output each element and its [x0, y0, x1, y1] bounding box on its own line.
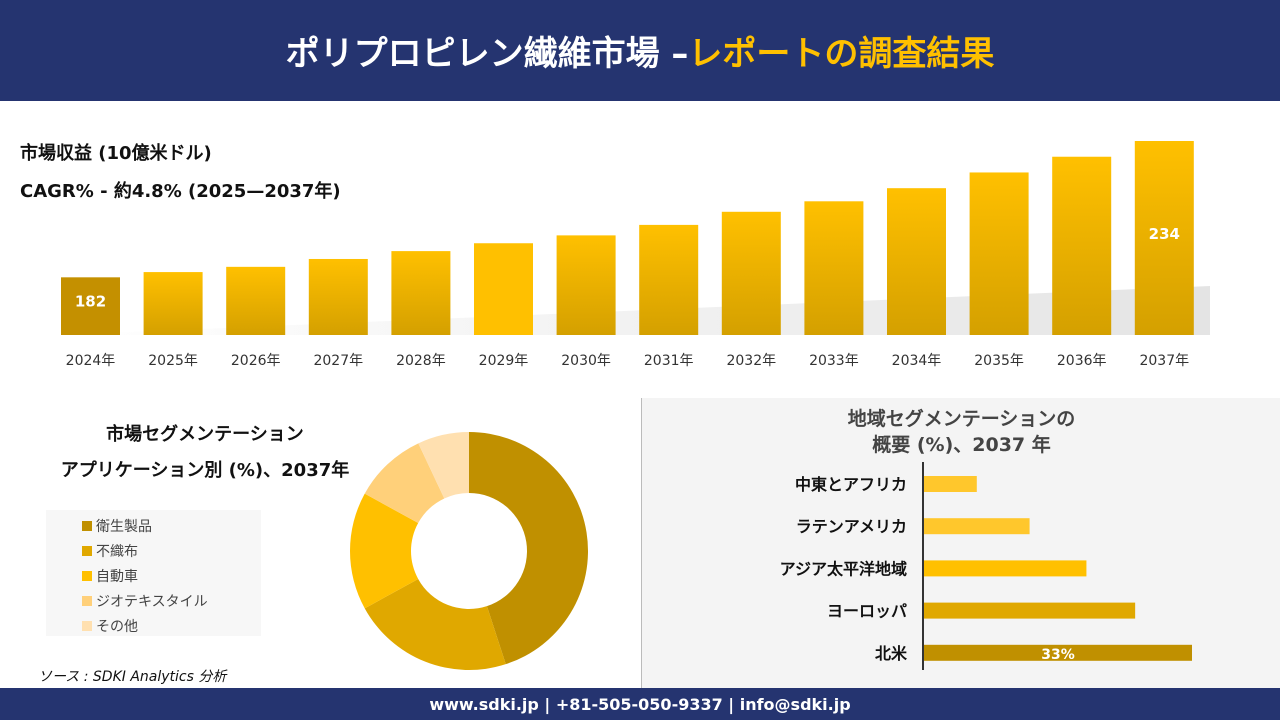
legend-swatch [82, 620, 92, 631]
x-tick-label: 2027年 [313, 353, 363, 369]
bar-ヨーロッパ [924, 602, 1136, 619]
pie-title-1: 市場セグメンテーション [106, 424, 304, 445]
x-tick-label: 2036年 [1057, 353, 1107, 369]
bar-2033年 [804, 201, 864, 335]
bar-2035年 [969, 172, 1029, 335]
legend-swatch [82, 520, 92, 531]
bar-北米 [924, 644, 1192, 661]
legend-swatch [82, 545, 92, 556]
category-label: 中東とアフリカ [795, 475, 907, 494]
slice-ジオテキスタイル [364, 443, 445, 524]
x-tick-label: 2035年 [974, 353, 1024, 369]
revenue-bars: 2024年 182 2025年 2026年 2027年 2028年 2029年 2030年 20… [60, 141, 1210, 369]
bar-アジア太平洋地域 [924, 560, 1087, 577]
application-donut: 45% [350, 432, 588, 670]
revenue-label: 市場収益 (10億米ドル) [20, 143, 212, 164]
legend-item: 自動車 [82, 563, 261, 588]
legend-item: ジオテキスタイル [82, 588, 261, 613]
bar-2036年 [1052, 156, 1112, 335]
region-title-1: 地域セグメンテーションの [847, 408, 1076, 430]
x-tick-label: 2033年 [809, 353, 859, 369]
x-tick-label: 2037年 [1139, 353, 1189, 369]
legend-label: 自動車 [96, 568, 138, 585]
slice-その他 [418, 432, 469, 499]
data-label: 234 [1149, 225, 1180, 243]
x-tick-label: 2030年 [561, 353, 611, 369]
bar-ラテンアメリカ [924, 518, 1030, 535]
pie-title-2: アプリケーション別 (%)、2037年 [60, 460, 350, 481]
bar-中東とアフリカ [924, 476, 977, 492]
legend-item: 不織布 [82, 538, 261, 563]
legend-item: その他 [82, 613, 261, 638]
x-tick-label: 2034年 [892, 353, 942, 369]
category-label: 北米 [875, 644, 908, 663]
revenue-bar-chart: 市場収益 (10億米ドル) CAGR% - 約4.8% (2025—2037年)… [0, 101, 1280, 396]
slice-衛生製品 [469, 432, 588, 665]
legend-label: ジオテキスタイル [96, 593, 208, 610]
title-accent: レポートの調査結果 [688, 34, 995, 74]
x-tick-label: 2025年 [148, 353, 198, 369]
bar-2027年 [308, 258, 368, 335]
application-segmentation-panel: 市場セグメンテーション アプリケーション別 (%)、2037年 衛生製品不織布自… [0, 398, 640, 688]
bar-2037年 [1134, 141, 1194, 335]
bar-2025年 [143, 272, 203, 335]
x-tick-label: 2029年 [479, 353, 529, 369]
data-label: 33% [1041, 647, 1075, 663]
bar-2034年 [887, 188, 946, 335]
bar-2032年 [721, 211, 781, 335]
category-label: ラテンアメリカ [796, 517, 907, 536]
x-tick-label: 2024年 [66, 353, 116, 369]
category-label: ヨーロッパ [827, 602, 907, 621]
x-tick-label: 2028年 [396, 353, 446, 369]
x-tick-label: 2031年 [644, 353, 694, 369]
slice-不織布 [364, 578, 506, 670]
data-label: 182 [75, 292, 106, 310]
x-tick-label: 2026年 [231, 353, 281, 369]
category-label: アジア太平洋地域 [780, 559, 907, 578]
x-tick-label: 2032年 [726, 353, 776, 369]
legend-swatch [82, 595, 92, 606]
bar-2029年 [474, 243, 533, 335]
source-note: ソース : SDKI Analytics 分析 [38, 669, 227, 685]
pie-legend: 衛生製品不織布自動車ジオテキスタイル その他 [46, 510, 261, 636]
data-label: 45% [542, 437, 578, 455]
legend-label: その他 [96, 618, 138, 635]
bar-2028年 [391, 251, 451, 335]
header-banner: ポリプロピレン繊維市場 – レポートの調査結果 [0, 0, 1280, 101]
legend-label: 衛生製品 [96, 518, 152, 535]
region-title-2: 概要 (%)、2037 年 [872, 434, 1051, 456]
bar-2030年 [556, 235, 616, 335]
footer-contact: www.sdki.jp | +81-505-050-9337 | info@sd… [0, 688, 1280, 720]
cagr-label: CAGR% - 約4.8% (2025—2037年) [20, 181, 341, 202]
legend-label: 不織布 [96, 543, 138, 560]
title-main: ポリプロピレン繊維市場 – [285, 34, 689, 74]
bar-2024年 [61, 277, 120, 335]
region-segmentation-panel: 地域セグメンテーションの 概要 (%)、2037 年 中東とアフリカ ラテンアメリ… [641, 398, 1280, 688]
bar-2026年 [226, 266, 286, 335]
legend-swatch [82, 570, 92, 581]
legend-item: 衛生製品 [82, 513, 261, 538]
bar-2031年 [639, 224, 699, 335]
slice-自動車 [350, 493, 419, 609]
